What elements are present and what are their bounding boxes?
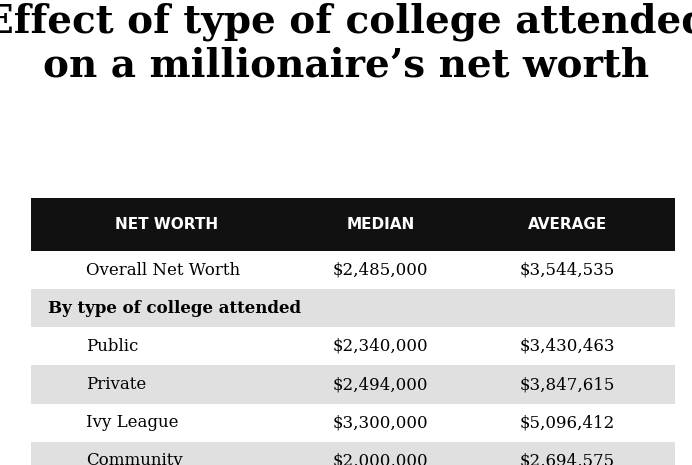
Text: $5,096,412: $5,096,412 — [520, 414, 615, 431]
Text: Public: Public — [86, 338, 139, 355]
Bar — [31, 404, 675, 442]
Text: Effect of type of college attended
on a millionaire’s net worth: Effect of type of college attended on a … — [0, 2, 692, 85]
Text: MEDIAN: MEDIAN — [347, 217, 415, 232]
Text: $2,000,000: $2,000,000 — [333, 452, 428, 465]
Text: Ivy League: Ivy League — [86, 414, 179, 431]
Bar — [31, 289, 675, 327]
Text: $2,485,000: $2,485,000 — [333, 262, 428, 279]
Bar — [31, 251, 675, 289]
Text: $3,847,615: $3,847,615 — [520, 376, 615, 393]
Text: By type of college attended: By type of college attended — [48, 300, 302, 317]
Text: Private: Private — [86, 376, 147, 393]
Text: $3,300,000: $3,300,000 — [333, 414, 428, 431]
Text: $2,694,575: $2,694,575 — [520, 452, 615, 465]
Text: $2,494,000: $2,494,000 — [333, 376, 428, 393]
Text: AVERAGE: AVERAGE — [528, 217, 607, 232]
Bar — [31, 365, 675, 404]
Text: $3,430,463: $3,430,463 — [520, 338, 615, 355]
Bar — [31, 327, 675, 365]
Text: NET WORTH: NET WORTH — [114, 217, 218, 232]
Text: $3,544,535: $3,544,535 — [520, 262, 615, 279]
Bar — [31, 442, 675, 465]
Text: Overall Net Worth: Overall Net Worth — [86, 262, 241, 279]
Text: $2,340,000: $2,340,000 — [333, 338, 428, 355]
Bar — [31, 198, 675, 251]
Text: Community: Community — [86, 452, 183, 465]
